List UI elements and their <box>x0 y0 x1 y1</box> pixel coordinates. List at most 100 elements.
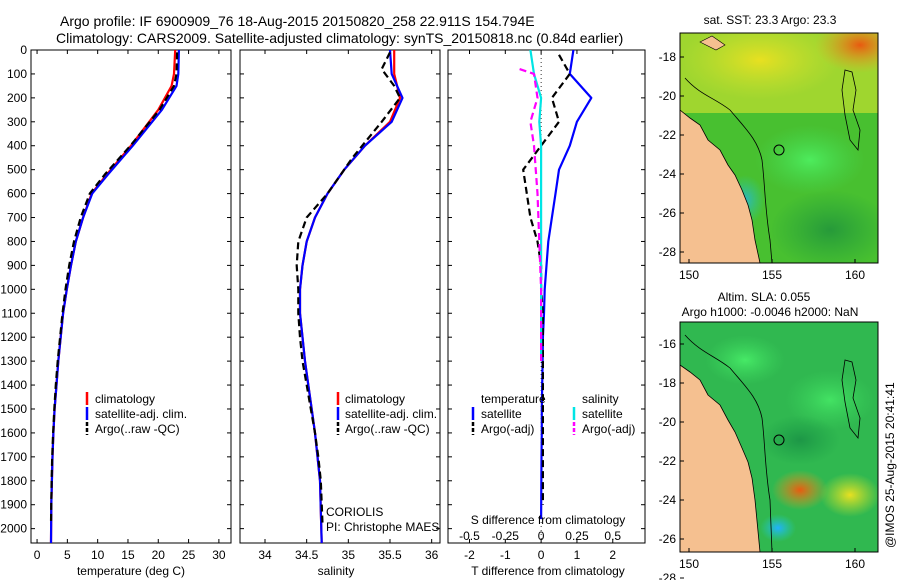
depth-tick-label: 1800 <box>0 474 27 488</box>
x-tick-label: 0 <box>538 548 545 562</box>
lat-tick-label: -16 <box>659 337 677 351</box>
x-tick-label: 10 <box>91 548 105 562</box>
depth-tick-label: 1000 <box>0 282 27 296</box>
lon-tick-label: 150 <box>679 557 699 571</box>
lat-tick-label: -28 <box>659 245 677 259</box>
x-tick-label: 2 <box>609 548 616 562</box>
depth-tick-label: 900 <box>7 258 27 272</box>
salinity-plot: 34 34.5 35 35.5 36 <box>258 50 439 562</box>
depth-tick-label: 1300 <box>0 354 27 368</box>
depth-tick-label: 1400 <box>0 378 27 392</box>
legend-label-satellite: satellite-adj. clim. <box>345 407 437 421</box>
lat-tick-label: -20 <box>659 415 677 429</box>
lat-tick-label: -26 <box>659 206 677 220</box>
sla-map-title2: Argo h1000: -0.0046 h2000: NaN <box>682 305 859 319</box>
x-tick-label: 35.5 <box>378 548 402 562</box>
lat-tick-label: -24 <box>659 167 677 181</box>
s-tick-label: 0.5 <box>604 529 621 543</box>
difference-plot: -2 -1 0 1 2 -0.5 -0.25 0 0.25 0.5 <box>459 50 621 562</box>
series-line-temperature-satellite <box>539 50 593 520</box>
salinity-xlabel: salinity <box>318 564 355 578</box>
salinity-panel <box>239 49 441 544</box>
lat-tick-label: -18 <box>659 50 677 64</box>
s-tick-label: 0 <box>538 529 545 543</box>
depth-tick-label: 300 <box>7 115 27 129</box>
sst-argo-marker <box>773 144 785 156</box>
sst-map-title: sat. SST: 23.3 Argo: 23.3 <box>704 13 837 27</box>
x-tick-label: 5 <box>64 548 71 562</box>
legend-label-s-satellite: satellite <box>582 407 623 421</box>
annotation-coriolis: CORIOLIS <box>326 505 383 519</box>
lon-tick-label: 155 <box>762 268 782 282</box>
depth-tick-label: 0 <box>20 43 27 57</box>
legend-label-argo: Argo(..raw -QC) <box>95 422 180 436</box>
depth-tick-label: 200 <box>7 91 27 105</box>
series-group <box>49 50 180 543</box>
s-tick-label: 0.25 <box>565 529 589 543</box>
legend-label-t-satellite: satellite <box>481 407 522 421</box>
difference-panel <box>447 49 646 544</box>
x-tick-label: -1 <box>500 548 511 562</box>
salinity-legend: climatology satellite-adj. clim. Argo(..… <box>326 392 439 534</box>
lon-tick-label: 150 <box>679 268 699 282</box>
sst-map <box>680 33 878 263</box>
s-tick-label: -0.25 <box>492 529 520 543</box>
sst-dark-blob <box>770 190 878 263</box>
legend-label-climatology: climatology <box>95 392 155 406</box>
sla-light-blob-2 <box>785 370 875 430</box>
x-tick-label: 0 <box>34 548 41 562</box>
lat-tick-label: -18 <box>659 376 677 390</box>
x-tick-label: 34 <box>258 548 272 562</box>
series-line-argo-raw-qc- <box>49 52 179 524</box>
depth-tick-label: 1600 <box>0 426 27 440</box>
lon-tick-label: 155 <box>762 557 782 571</box>
depth-tick-label: 800 <box>7 234 27 248</box>
legend-label-argo: Argo(..raw -QC) <box>345 422 430 436</box>
imos-watermark: @IMOS 25-Aug-2015 20:41:41 <box>883 382 897 548</box>
temperature-plot: 0 5 10 15 20 25 30 <box>34 50 226 562</box>
series-group <box>519 50 593 520</box>
t-difference-xlabel: T difference from climatology <box>471 564 625 578</box>
depth-tick-label: 400 <box>7 139 27 153</box>
lon-tick-label: 160 <box>845 268 865 282</box>
sla-reef-contour <box>841 359 861 440</box>
lat-tick-label: -28 <box>659 571 677 580</box>
sla-light-blob <box>705 335 785 385</box>
header-line1: Argo profile: IF 6900909_76 18-Aug-2015 … <box>60 13 535 29</box>
sla-yellow-blob <box>820 473 878 517</box>
sla-map <box>680 322 878 552</box>
sst-orange-blob <box>815 33 878 73</box>
depth-tick-label: 1500 <box>0 402 27 416</box>
temperature-panel <box>30 49 232 544</box>
depth-tick-label: 700 <box>7 211 27 225</box>
sla-dark-blob <box>760 415 840 465</box>
sst-yellow-blob <box>680 33 840 100</box>
x-tick-label: 36 <box>425 548 439 562</box>
legend-title-salinity: salinity <box>582 392 619 406</box>
x-tick-label: 35 <box>342 548 356 562</box>
depth-tick-label: 1700 <box>0 450 27 464</box>
x-tick-label: 15 <box>121 548 135 562</box>
depth-tick-label: 1900 <box>0 498 27 512</box>
sst-map-frame <box>679 32 879 264</box>
legend-label-t-argo: Argo(-adj) <box>481 422 534 436</box>
sla-orange-blob <box>772 470 828 510</box>
legend-label-climatology: climatology <box>345 392 405 406</box>
lat-tick-label: -20 <box>659 89 677 103</box>
x-tick-label: 25 <box>182 548 196 562</box>
temperature-legend: climatology satellite-adj. clim. Argo(..… <box>85 392 187 436</box>
sst-shelf-contour <box>684 77 773 263</box>
lat-tick-label: -26 <box>659 532 677 546</box>
legend-title-temperature: temperature <box>481 392 546 406</box>
header-line2: Climatology: CARS2009. Satellite-adjuste… <box>56 30 623 46</box>
sla-cyan-blob <box>760 514 796 542</box>
x-tick-label: 20 <box>152 548 166 562</box>
difference-legend: temperature satellite Argo(-adj) salinit… <box>471 392 635 436</box>
x-tick-label: 30 <box>212 548 226 562</box>
depth-tick-label: 600 <box>7 187 27 201</box>
sst-reef-contour <box>841 69 861 152</box>
s-difference-xlabel: S difference from climatology <box>471 513 626 527</box>
